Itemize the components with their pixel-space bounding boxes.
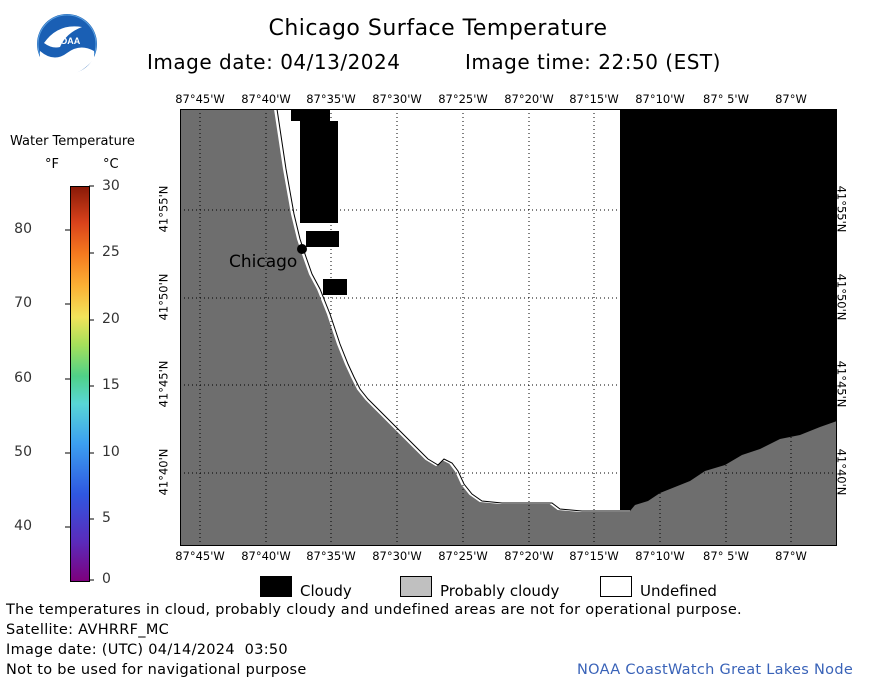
- lon-label-top: 87° 5'W: [703, 92, 749, 106]
- legend-swatch-cloudy: [260, 576, 292, 597]
- unit-fahrenheit: °F: [45, 157, 59, 172]
- f-tick: 80: [14, 221, 32, 237]
- f-tick: 60: [14, 370, 32, 386]
- chicago-marker-icon: [297, 244, 307, 254]
- legend-swatch-probably-cloudy: [400, 576, 432, 597]
- lon-label-bottom: 87°20'W: [504, 549, 554, 563]
- lon-label-bottom: 87° 5'W: [703, 549, 749, 563]
- utc-date-text: Image date: (UTC) 04/14/2024 03:50: [6, 642, 288, 658]
- lon-label-bottom: 87°40'W: [241, 549, 291, 563]
- f-tick: 70: [14, 295, 32, 311]
- legend-swatch-undefined: [600, 576, 632, 597]
- lon-label-bottom: 87°45'W: [175, 549, 225, 563]
- lon-label-top: 87°25'W: [438, 92, 488, 106]
- svg-text:NOAA: NOAA: [54, 36, 81, 46]
- c-tick: 30: [102, 178, 120, 194]
- c-tick: 20: [102, 311, 120, 327]
- lon-label-top: 87°40'W: [241, 92, 291, 106]
- lon-label-bottom: 87°25'W: [438, 549, 488, 563]
- temperature-colorbar: [70, 186, 90, 582]
- graticule: [180, 109, 837, 546]
- lat-label-right: 41°45'N: [834, 360, 849, 408]
- lon-label-bottom: 87°15'W: [569, 549, 619, 563]
- land-area: [180, 109, 837, 546]
- cloud-region-east: [620, 109, 837, 546]
- lat-label-right: 41°40'N: [834, 448, 849, 496]
- credit-link[interactable]: NOAA CoastWatch Great Lakes Node: [577, 662, 854, 678]
- lon-label-bottom: 87°W: [775, 549, 807, 563]
- lon-label-top: 87°20'W: [504, 92, 554, 106]
- lat-label-right: 41°50'N: [834, 273, 849, 321]
- satellite-text: Satellite: AVHRRF_MC: [6, 622, 170, 638]
- cloud-patch: [300, 121, 338, 223]
- page-title: Chicago Surface Temperature: [268, 16, 608, 41]
- lon-label-top: 87°35'W: [306, 92, 356, 106]
- cloud-patch: [291, 109, 330, 121]
- image-time: Image time: 22:50 (EST): [465, 50, 721, 74]
- colorbar-ticks: [65, 185, 94, 581]
- lon-label-bottom: 87°10'W: [635, 549, 685, 563]
- legend-label-undefined: Undefined: [640, 582, 717, 600]
- nav-warning-text: Not to be used for navigational purpose: [6, 662, 307, 678]
- disclaimer-text: The temperatures in cloud, probably clou…: [6, 602, 742, 618]
- unit-celsius: °C: [103, 157, 119, 172]
- lat-label-left: 41°40'N: [156, 448, 171, 496]
- c-tick: 15: [102, 377, 120, 393]
- map-area: [180, 109, 837, 546]
- legend-label-probably-cloudy: Probably cloudy: [440, 582, 560, 600]
- lon-label-top: 87°45'W: [175, 92, 225, 106]
- c-tick: 0: [102, 571, 111, 587]
- f-tick: 40: [14, 518, 32, 534]
- lon-label-top: 87°30'W: [372, 92, 422, 106]
- lon-label-top: 87°10'W: [635, 92, 685, 106]
- image-date: Image date: 04/13/2024: [147, 50, 401, 74]
- c-tick: 25: [102, 244, 120, 260]
- f-tick: 50: [14, 444, 32, 460]
- cloud-patch: [323, 279, 347, 295]
- c-tick: 10: [102, 444, 120, 460]
- city-label-chicago: Chicago: [229, 252, 298, 272]
- lat-label-left: 41°50'N: [156, 273, 171, 321]
- lat-label-right: 41°55'N: [834, 185, 849, 233]
- lon-label-bottom: 87°35'W: [306, 549, 356, 563]
- noaa-logo-icon: NOAA: [37, 14, 97, 75]
- cloud-patch: [306, 231, 339, 247]
- legend-label-cloudy: Cloudy: [300, 582, 352, 600]
- lon-label-top: 87°15'W: [569, 92, 619, 106]
- scale-title: Water Temperature: [10, 134, 135, 149]
- lon-label-bottom: 87°30'W: [372, 549, 422, 563]
- lat-label-left: 41°45'N: [156, 360, 171, 408]
- lat-label-left: 41°55'N: [156, 185, 171, 233]
- c-tick: 5: [102, 510, 111, 526]
- lon-label-top: 87°W: [775, 92, 807, 106]
